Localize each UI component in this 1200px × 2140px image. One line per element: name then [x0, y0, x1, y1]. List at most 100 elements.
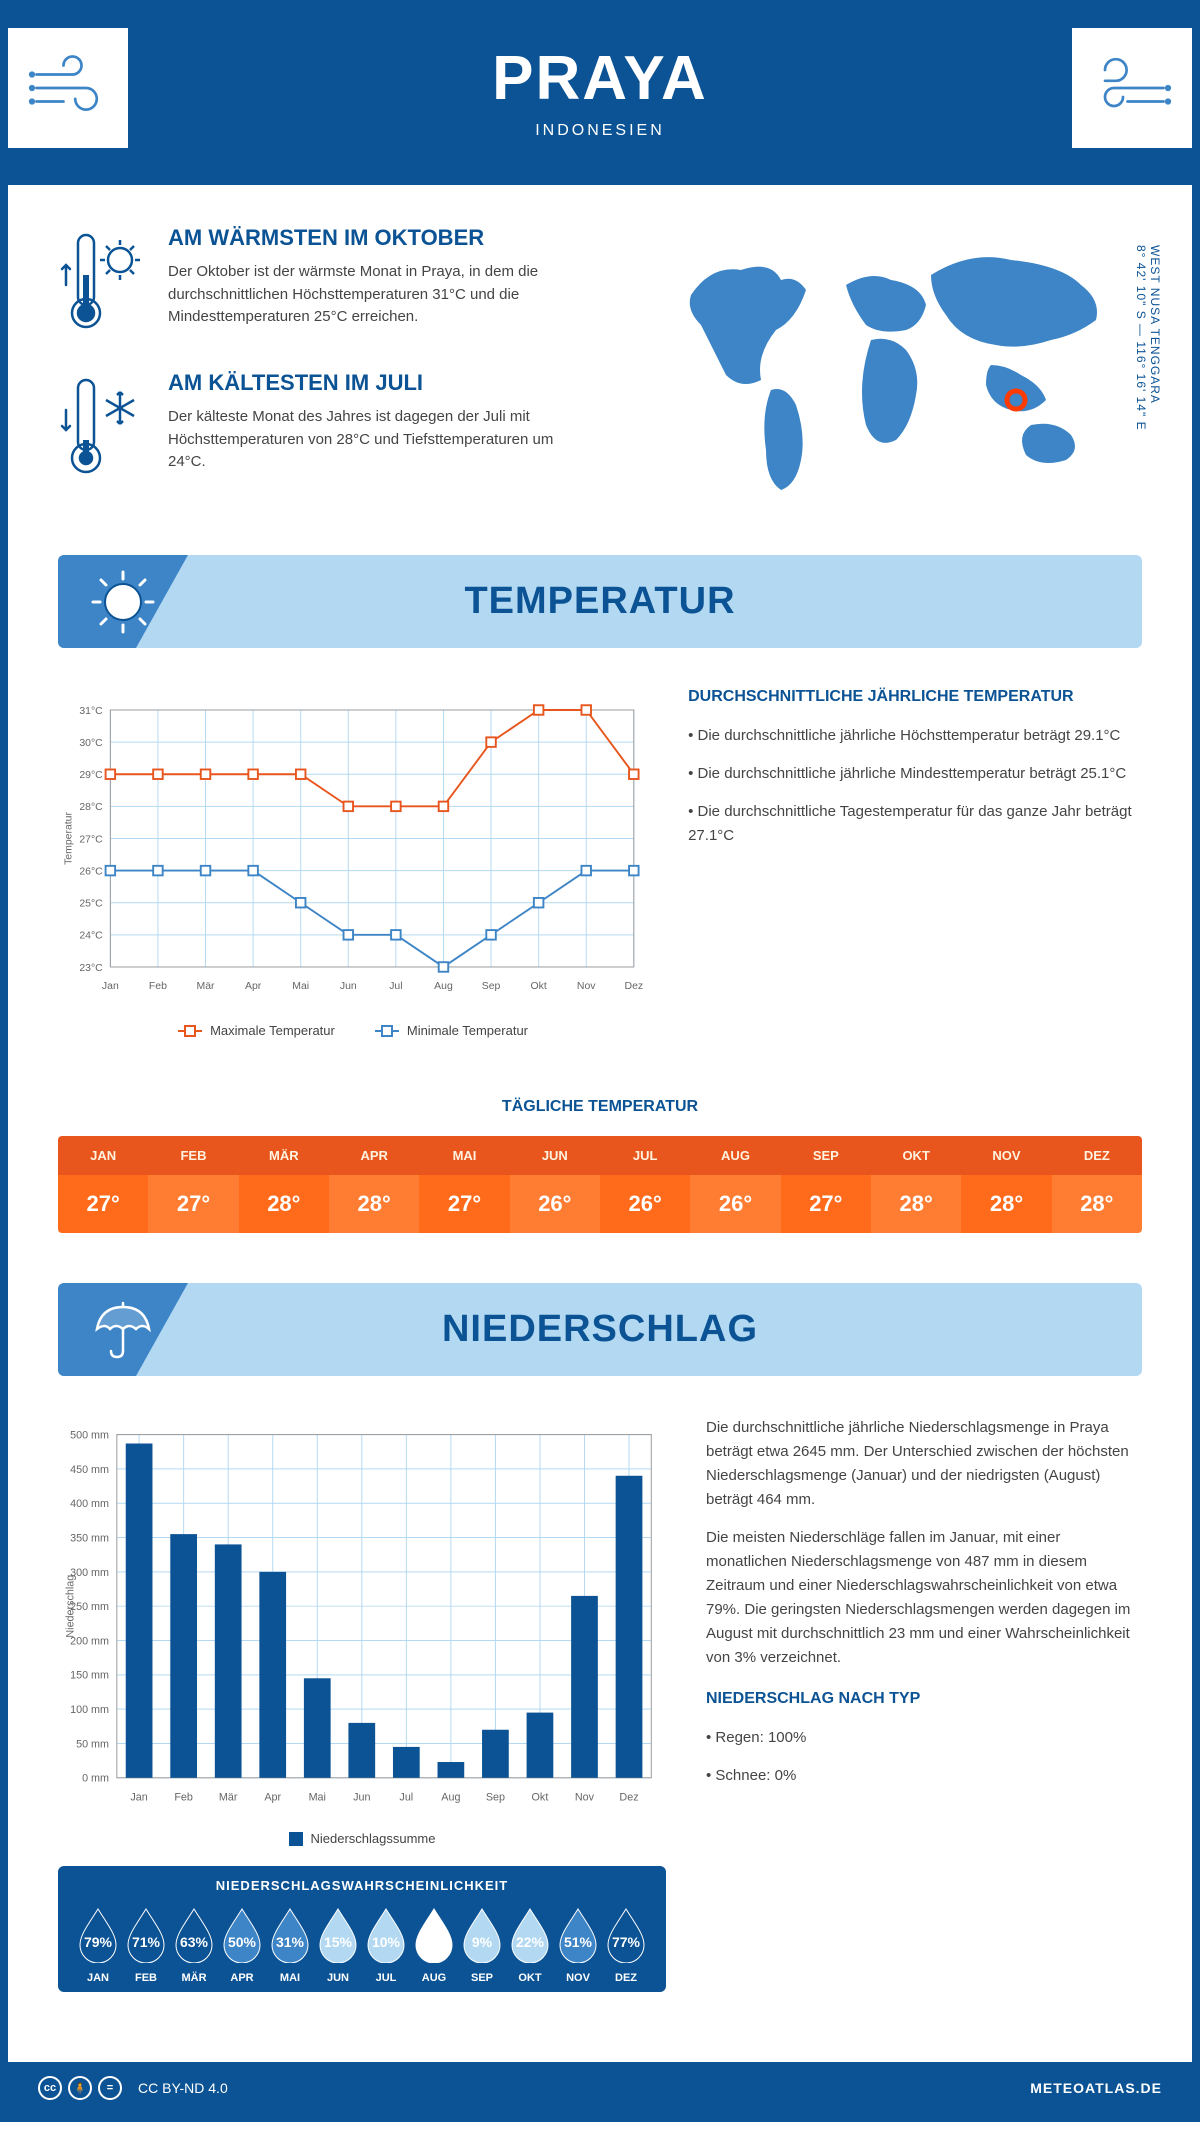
probability-drop: 22%OKT — [506, 1905, 554, 1984]
nd-icon: = — [98, 2076, 122, 2100]
precip-type-title: NIEDERSCHLAG NACH TYP — [706, 1690, 1142, 1708]
svg-text:500 mm: 500 mm — [70, 1430, 109, 1442]
precip-banner-title: NIEDERSCHLAG — [58, 1308, 1142, 1351]
temp-cell: 26° — [600, 1175, 690, 1233]
precip-banner: NIEDERSCHLAG — [58, 1283, 1142, 1376]
svg-text:15%: 15% — [324, 1934, 353, 1950]
temp-info-title: DURCHSCHNITTLICHE JÄHRLICHE TEMPERATUR — [688, 688, 1142, 706]
svg-text:150 mm: 150 mm — [70, 1670, 109, 1682]
map-column: WEST NUSA TENGGARA8° 42' 10" S — 116° 16… — [620, 225, 1142, 515]
svg-text:Jul: Jul — [399, 1791, 413, 1803]
precip-rain: • Regen: 100% — [706, 1726, 1142, 1750]
svg-text:Jun: Jun — [353, 1791, 370, 1803]
svg-text:25°C: 25°C — [79, 899, 103, 910]
month-header: JAN — [58, 1136, 148, 1175]
temp-banner-title: TEMPERATUR — [58, 580, 1142, 623]
svg-text:28°C: 28°C — [79, 802, 103, 813]
svg-text:Nov: Nov — [575, 1791, 595, 1803]
wind-icon-right — [1072, 28, 1192, 148]
city-title: PRAYA — [8, 43, 1192, 114]
svg-text:Mai: Mai — [309, 1791, 326, 1803]
temperature-line-chart: 23°C24°C25°C26°C27°C28°C29°C30°C31°CJanF… — [58, 688, 648, 1008]
svg-text:Feb: Feb — [174, 1791, 193, 1803]
svg-text:Temperatur: Temperatur — [63, 812, 74, 865]
month-header: APR — [329, 1136, 419, 1175]
svg-text:Dez: Dez — [619, 1791, 638, 1803]
temp-cell: 28° — [239, 1175, 329, 1233]
probability-drop: 79%JAN — [74, 1905, 122, 1984]
svg-text:100 mm: 100 mm — [70, 1704, 109, 1716]
month-header: NOV — [961, 1136, 1051, 1175]
svg-text:24°C: 24°C — [79, 931, 103, 942]
precip-snow: • Schnee: 0% — [706, 1764, 1142, 1788]
probability-drop: 3%AUG — [410, 1905, 458, 1984]
temp-banner: TEMPERATUR — [58, 555, 1142, 648]
svg-text:450 mm: 450 mm — [70, 1464, 109, 1476]
svg-text:63%: 63% — [180, 1934, 209, 1950]
probability-drop: 15%JUN — [314, 1905, 362, 1984]
temp-bullet-2: • Die durchschnittliche jährliche Mindes… — [688, 762, 1142, 786]
svg-text:Jun: Jun — [340, 981, 357, 992]
svg-text:29°C: 29°C — [79, 770, 103, 781]
probability-drop: 51%NOV — [554, 1905, 602, 1984]
svg-text:Apr: Apr — [245, 981, 262, 992]
svg-text:350 mm: 350 mm — [70, 1532, 109, 1544]
month-header: AUG — [690, 1136, 780, 1175]
svg-text:23°C: 23°C — [79, 963, 103, 974]
svg-text:Aug: Aug — [434, 981, 453, 992]
temp-cell: 26° — [510, 1175, 600, 1233]
coldest-block: AM KÄLTESTEN IM JULI Der kälteste Monat … — [58, 370, 580, 480]
svg-text:9%: 9% — [472, 1934, 493, 1950]
month-header: OKT — [871, 1136, 961, 1175]
svg-text:50 mm: 50 mm — [76, 1738, 109, 1750]
svg-text:Sep: Sep — [482, 981, 501, 992]
temp-cell: 26° — [690, 1175, 780, 1233]
probability-drop: 71%FEB — [122, 1905, 170, 1984]
probability-drop: 77%DEZ — [602, 1905, 650, 1984]
license-text: CC BY-ND 4.0 — [138, 2080, 228, 2096]
temp-cell: 27° — [781, 1175, 871, 1233]
svg-text:Nov: Nov — [577, 981, 596, 992]
umbrella-icon — [88, 1295, 158, 1365]
svg-text:Jul: Jul — [389, 981, 402, 992]
svg-text:22%: 22% — [516, 1934, 545, 1950]
month-header: MÄR — [239, 1136, 329, 1175]
temp-cell: 27° — [419, 1175, 509, 1233]
svg-text:400 mm: 400 mm — [70, 1498, 109, 1510]
month-header: JUN — [510, 1136, 600, 1175]
probability-title: NIEDERSCHLAGSWAHRSCHEINLICHKEIT — [74, 1878, 650, 1893]
by-icon: 🧍 — [68, 2076, 92, 2100]
month-header: DEZ — [1052, 1136, 1142, 1175]
svg-text:10%: 10% — [372, 1934, 401, 1950]
svg-text:Niederschlag: Niederschlag — [65, 1575, 77, 1638]
sun-icon — [88, 567, 158, 637]
svg-text:Jan: Jan — [102, 981, 119, 992]
svg-text:71%: 71% — [132, 1934, 161, 1950]
svg-text:Dez: Dez — [625, 981, 644, 992]
temp-cell: 28° — [871, 1175, 961, 1233]
precipitation-bar-chart: 0 mm50 mm100 mm150 mm200 mm250 mm300 mm3… — [58, 1416, 666, 1816]
world-map — [620, 225, 1142, 505]
header: PRAYA INDONESIEN — [8, 8, 1192, 185]
precip-p2: Die meisten Niederschläge fallen im Janu… — [706, 1526, 1142, 1670]
license-icons: cc 🧍 = CC BY-ND 4.0 — [38, 2076, 228, 2100]
precip-legend: Niederschlagssumme — [58, 1831, 666, 1846]
coords-label: 8° 42' 10" S — 116° 16' 14" E — [1134, 245, 1148, 431]
svg-text:Okt: Okt — [532, 1791, 549, 1803]
cc-icon: cc — [38, 2076, 62, 2100]
temp-cell: 28° — [329, 1175, 419, 1233]
month-header: MAI — [419, 1136, 509, 1175]
footer: cc 🧍 = CC BY-ND 4.0 METEOATLAS.DE — [8, 2062, 1192, 2114]
month-header: SEP — [781, 1136, 871, 1175]
legend-min: Minimale Temperatur — [407, 1023, 528, 1038]
svg-text:Feb: Feb — [149, 981, 167, 992]
warmest-block: AM WÄRMSTEN IM OKTOBER Der Oktober ist d… — [58, 225, 580, 335]
temp-bullet-3: • Die durchschnittliche Tagestemperatur … — [688, 800, 1142, 848]
svg-text:Jan: Jan — [130, 1791, 147, 1803]
svg-text:31°C: 31°C — [79, 706, 103, 717]
svg-text:Mai: Mai — [292, 981, 309, 992]
svg-text:77%: 77% — [612, 1934, 641, 1950]
probability-drop: 50%APR — [218, 1905, 266, 1984]
svg-text:26°C: 26°C — [79, 866, 103, 877]
svg-text:Apr: Apr — [264, 1791, 281, 1803]
